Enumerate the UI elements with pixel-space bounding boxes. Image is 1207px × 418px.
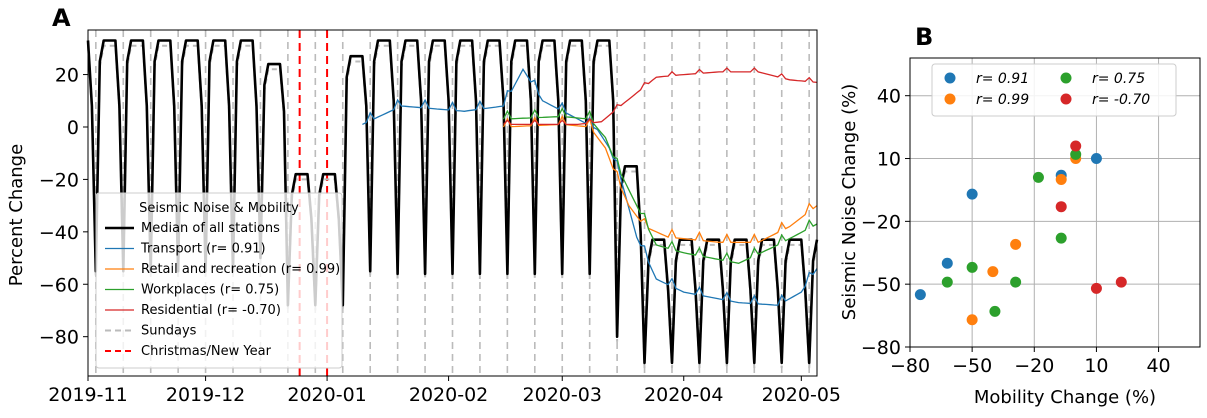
panel-a-y-ticks: 20 0 −20 −40 −60 −80 (39, 65, 88, 349)
series-line-1 (362, 68, 818, 306)
y-tick-label: 20 (55, 65, 79, 87)
legend-entry-label: Residential (r= -0.70) (141, 303, 281, 318)
panel-a-legend-box (95, 192, 343, 369)
panel-b-chart: B 40 10 −20 −50 −80 −80 −50 −20 10 40 Mobility C… (839, 23, 1201, 408)
series-line-4 (503, 67, 818, 126)
scatter-point (966, 314, 978, 326)
scatter-point (966, 261, 978, 273)
panel-a-legend: Seismic Noise & Mobility Median of all s… (95, 192, 343, 369)
x-tick-label: 2019-12 (166, 384, 245, 406)
scatter-point (989, 305, 1001, 317)
scatter-point (1090, 282, 1102, 294)
scatter-point (1010, 276, 1022, 288)
legend-entry-label: r= 0.99 (976, 92, 1029, 108)
panel-b-legend: r= 0.91 r= 0.99 r= 0.75 r= -0.70 (931, 63, 1177, 117)
x-tick-label: 10 (1084, 355, 1108, 377)
scatter-point (1055, 173, 1067, 185)
panel-b-legend-entries: r= 0.91 r= 0.99 r= 0.75 r= -0.70 (944, 71, 1150, 108)
y-tick-label: −20 (861, 211, 901, 233)
panel-b-frame (909, 57, 1201, 348)
panel-a-chart: A 200−20−40−60−80 2019-11 2019-12 2020-01 2… (6, 4, 841, 406)
legend-entry-label: Christmas/New Year (141, 344, 272, 359)
panel-a-letter: A (52, 4, 71, 32)
x-tick-label: 2020-03 (523, 384, 602, 406)
scatter-point (987, 266, 999, 278)
x-tick-label: 2020-04 (644, 384, 723, 406)
panel-a-x-ticks: 2019-11 2019-12 2020-01 2020-02 2020-03 2020-… (48, 376, 841, 406)
scatter-point (941, 276, 953, 288)
x-tick-label: 2019-11 (48, 384, 127, 406)
x-tick-label: −50 (952, 355, 992, 377)
y-tick-label: −40 (39, 222, 79, 244)
x-tick-label: −80 (890, 355, 930, 377)
panel-a-legend-title: Seismic Noise & Mobility (139, 201, 299, 216)
series-line-3 (502, 107, 818, 264)
x-tick-label: 40 (1146, 355, 1170, 377)
y-tick-label: −80 (861, 337, 901, 359)
y-tick-label: −80 (39, 327, 79, 349)
legend-entry-label: Median of all stations (141, 221, 280, 236)
panel-b-y-axis-label: Seismic Noise Change (%) (839, 84, 860, 320)
scatter-point (1010, 238, 1022, 250)
scatter-point (1070, 140, 1082, 152)
panel-b-x-ticks: −80 −50 −20 10 40 (890, 347, 1171, 377)
scatter-point (1115, 276, 1127, 288)
legend-entry-label: r= 0.91 (976, 71, 1029, 87)
legend-entry-label: r= 0.75 (1092, 71, 1145, 87)
legend-marker (1060, 72, 1072, 84)
y-tick-label: 0 (67, 117, 79, 139)
legend-entry-label: Sundays (141, 324, 197, 339)
scatter-point (966, 188, 978, 200)
series-median-line (86, 39, 819, 365)
panel-b-points (914, 140, 1127, 326)
scatter-point (941, 257, 953, 269)
y-tick-label: −50 (861, 274, 901, 296)
legend-entry-label: Transport (r= 0.91) (140, 242, 266, 257)
y-tick-label: −20 (39, 169, 79, 191)
scatter-point (1055, 201, 1067, 213)
panel-a-frame (87, 29, 818, 377)
scatter-point (1070, 148, 1082, 160)
panel-b-y-ticks: 40 10 −20 −50 −80 (861, 86, 910, 359)
y-tick-label: −60 (39, 274, 79, 296)
scatter-point (1055, 232, 1067, 244)
legend-entry-label: Retail and recreation (r= 0.99) (141, 262, 340, 277)
legend-marker (944, 72, 956, 84)
panel-b-letter: B (915, 23, 933, 51)
scatter-point (914, 289, 926, 301)
scatter-point (1032, 171, 1044, 183)
legend-marker (944, 93, 956, 105)
panel-b-x-axis-label: Mobility Change (%) (974, 387, 1156, 408)
y-tick-label: 40 (877, 86, 901, 108)
x-tick-label: −20 (1014, 355, 1054, 377)
panel-a-series-group (86, 39, 819, 369)
x-tick-label: 2020-05 (762, 384, 841, 406)
panel-a-y-axis-label: Percent Change (6, 144, 27, 286)
x-tick-label: 2020-02 (409, 384, 488, 406)
x-tick-label: 2020-01 (287, 384, 366, 406)
panel-b-legend-box (931, 63, 1177, 117)
panel-a-legend-entries: Median of all stations Transport (r= 0.91… (105, 221, 340, 359)
legend-marker (1060, 93, 1072, 105)
legend-entry-label: r= -0.70 (1092, 92, 1150, 108)
legend-entry-label: Workplaces (r= 0.75) (141, 283, 279, 298)
y-tick-label: 10 (877, 149, 901, 171)
scatter-point (1090, 153, 1102, 165)
